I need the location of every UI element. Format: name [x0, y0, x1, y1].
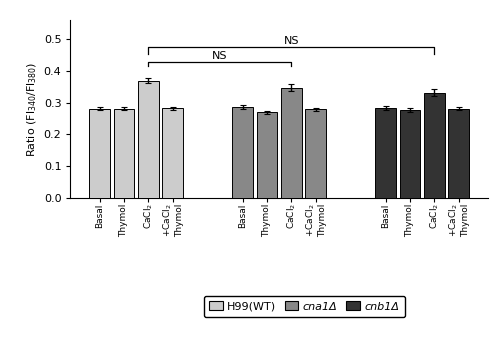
Bar: [305, 109, 326, 198]
Text: NS: NS: [284, 36, 299, 46]
Legend: H99(WT), cna1Δ, cnb1Δ: H99(WT), cna1Δ, cnb1Δ: [204, 296, 405, 317]
Bar: [232, 107, 253, 198]
Bar: [399, 110, 421, 198]
Bar: [138, 80, 159, 198]
Bar: [114, 109, 134, 198]
Bar: [424, 93, 445, 198]
Bar: [375, 108, 396, 198]
Bar: [162, 108, 183, 198]
Bar: [448, 109, 469, 198]
Text: NS: NS: [212, 51, 228, 61]
Bar: [257, 112, 277, 198]
Bar: [90, 109, 110, 198]
Bar: [281, 88, 302, 198]
Y-axis label: Ratio (Fl$_{340}$/Fl$_{380}$): Ratio (Fl$_{340}$/Fl$_{380}$): [26, 61, 39, 157]
